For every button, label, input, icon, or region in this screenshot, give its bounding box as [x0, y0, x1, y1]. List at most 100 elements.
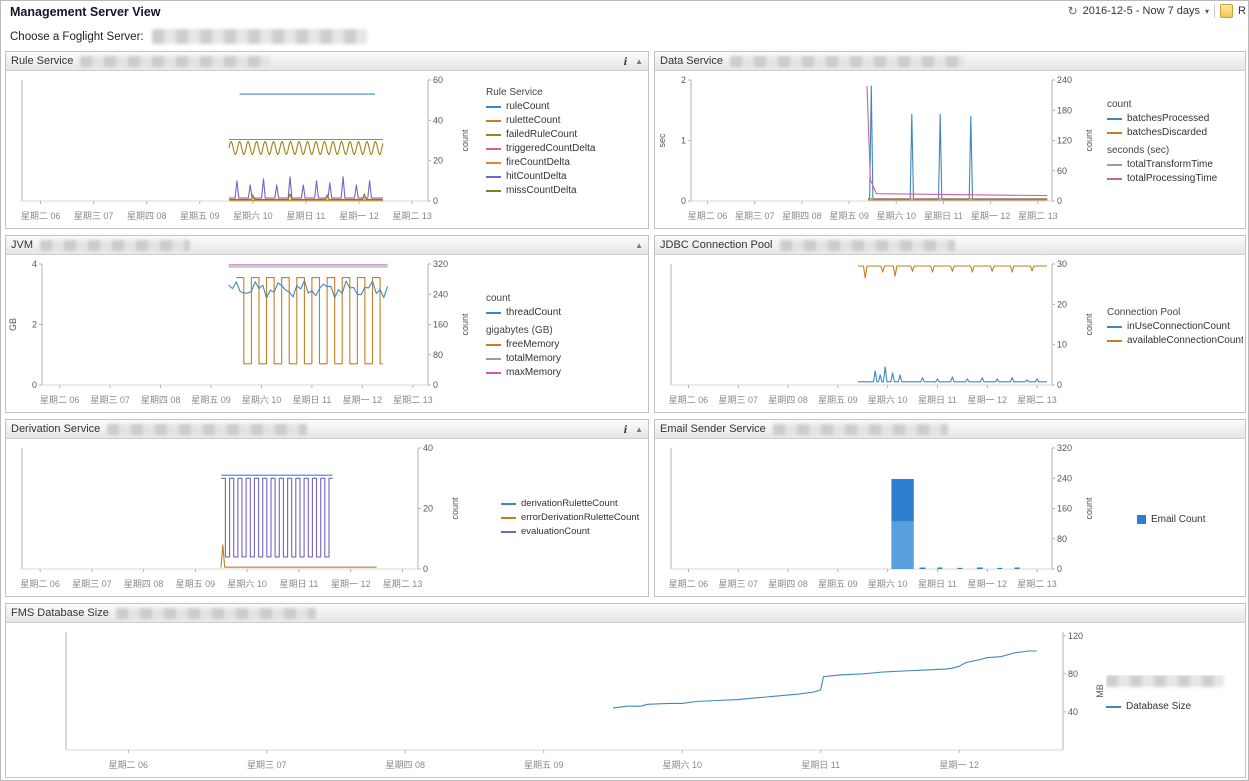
legend-swatch: [486, 147, 501, 150]
svg-text:星期二 06: 星期二 06: [109, 760, 149, 770]
svg-text:0: 0: [433, 196, 438, 206]
legend-item[interactable]: freeMemory: [486, 339, 644, 350]
panel-header[interactable]: JDBC Connection Pool: [655, 236, 1245, 255]
legend-item[interactable]: totalTransformTime: [1107, 159, 1243, 170]
legend-item[interactable]: inUseConnectionCount: [1107, 321, 1243, 332]
data-service-legend: count batchesProcessed batchesDiscarded sec…: [1107, 99, 1243, 187]
svg-text:星期四 08: 星期四 08: [385, 760, 425, 770]
svg-text:星期五 09: 星期五 09: [524, 760, 564, 770]
legend-item[interactable]: derivationRuletteCount: [501, 498, 648, 509]
panel-header[interactable]: Rule Service i ▲: [6, 52, 648, 71]
panel-header[interactable]: FMS Database Size: [6, 604, 1245, 623]
legend-item[interactable]: threadCount: [486, 307, 644, 318]
legend-item[interactable]: maxMemory: [486, 367, 644, 378]
legend-item[interactable]: ruleCount: [486, 101, 644, 112]
server-chooser-row: Choose a Foglight Server:: [10, 29, 367, 44]
svg-text:0: 0: [433, 380, 438, 390]
legend-item[interactable]: errorDerivationRuletteCount: [501, 512, 648, 523]
svg-text:2: 2: [32, 320, 37, 330]
svg-text:240: 240: [1057, 75, 1072, 85]
legend-label: Database Size: [1126, 701, 1192, 712]
panel-fms-database-size: FMS Database Size 星期二 06 星期三 07 星期四 08 星期五 …: [5, 603, 1246, 778]
legend-item[interactable]: ruletteCount: [486, 115, 644, 126]
svg-text:星期五 09: 星期五 09: [818, 395, 858, 405]
collapse-icon[interactable]: ▲: [635, 240, 643, 250]
svg-text:星期四 08: 星期四 08: [768, 579, 808, 589]
redacted-text: [779, 239, 955, 251]
email-sender-chart: 星期二 06 星期三 07 星期四 08 星期五 09 星期六 10 星期日 11 星期一 …: [669, 443, 1094, 589]
legend-item[interactable]: batchesDiscarded: [1107, 127, 1243, 138]
legend-item[interactable]: evaluationCount: [501, 526, 648, 537]
info-icon[interactable]: i: [623, 53, 628, 68]
legend-item[interactable]: Email Count: [1137, 514, 1243, 525]
redacted-text: [729, 55, 965, 67]
collapse-icon[interactable]: ▲: [635, 56, 643, 66]
redacted-text: [772, 423, 948, 435]
time-range-selector[interactable]: 2016-12-5 - Now 7 days: [1082, 5, 1201, 17]
svg-text:0: 0: [1057, 564, 1062, 574]
svg-text:星期六 10: 星期六 10: [868, 394, 908, 405]
jdbc-chart: 星期二 06 星期三 07 星期四 08 星期五 09 星期六 10 星期日 11 星期一 …: [669, 259, 1094, 405]
panel-header[interactable]: Derivation Service i ▲: [6, 420, 648, 439]
svg-text:160: 160: [1057, 504, 1072, 514]
legend-item[interactable]: triggeredCountDelta: [486, 143, 644, 154]
panel-derivation-service: Derivation Service i ▲ 星期二 06 星期三 07 星期四 0…: [5, 419, 649, 597]
svg-text:count: count: [450, 497, 460, 520]
legend-item[interactable]: failedRuleCount: [486, 129, 644, 140]
legend-label: Email Count: [1151, 514, 1206, 525]
svg-text:40: 40: [1068, 707, 1078, 717]
report-icon[interactable]: [1220, 4, 1234, 18]
legend-item[interactable]: availableConnectionCount: [1107, 335, 1243, 346]
panel-title: Email Sender Service: [660, 423, 766, 435]
chevron-down-icon[interactable]: ▾: [1205, 6, 1210, 16]
svg-text:星期三 07: 星期三 07: [718, 579, 758, 589]
legend-item[interactable]: totalProcessingTime: [1107, 173, 1243, 184]
panel-header[interactable]: Email Sender Service: [655, 420, 1245, 439]
legend-label: evaluationCount: [521, 526, 590, 537]
legend-item[interactable]: Database Size: [1106, 701, 1238, 712]
svg-text:180: 180: [1057, 105, 1072, 115]
jvm-chart: 星期二 06 星期三 07 星期四 08 星期五 09 星期六 10 星期日 11 星期一 …: [8, 259, 470, 405]
redacted-text: [1106, 675, 1224, 687]
redacted-text: [107, 423, 308, 435]
panel-header[interactable]: Data Service: [655, 52, 1245, 71]
svg-text:星期二 13: 星期二 13: [1017, 579, 1057, 589]
email-sender-legend: Email Count: [1137, 511, 1243, 528]
legend-item[interactable]: missCountDelta: [486, 185, 644, 196]
topbar-controls: ↻ 2016-12-5 - Now 7 days ▾ R: [1068, 4, 1246, 18]
svg-text:10: 10: [1057, 340, 1067, 350]
svg-text:星期二 06: 星期二 06: [20, 579, 60, 589]
svg-text:星期三 07: 星期三 07: [90, 395, 130, 405]
svg-text:80: 80: [1068, 669, 1078, 679]
svg-text:星期三 07: 星期三 07: [74, 211, 114, 221]
legend-item[interactable]: batchesProcessed: [1107, 113, 1243, 124]
panel-jvm: JVM ▲ 星期二 06 星期三 07 星期四 08 星期五 09 星期六 10 星期日 …: [5, 235, 649, 413]
legend-swatch: [1107, 131, 1122, 134]
svg-text:sec: sec: [657, 133, 667, 148]
legend-item[interactable]: hitCountDelta: [486, 171, 644, 182]
redacted-text: [115, 607, 316, 619]
legend-swatch: [486, 357, 501, 360]
legend-group-header: gigabytes (GB): [486, 325, 553, 336]
svg-text:80: 80: [1057, 534, 1067, 544]
collapse-icon[interactable]: ▲: [635, 424, 643, 434]
reports-link[interactable]: R: [1238, 5, 1246, 17]
svg-text:星期二 06: 星期二 06: [669, 395, 709, 405]
jvm-legend: count threadCount gigabytes (GB) freeMemory…: [486, 293, 644, 381]
info-icon[interactable]: i: [623, 421, 628, 436]
legend-group-header: count: [486, 293, 511, 304]
legend-swatch: [486, 371, 501, 374]
legend-item[interactable]: totalMemory: [486, 353, 644, 364]
legend-label: triggeredCountDelta: [506, 143, 596, 154]
panel-header[interactable]: JVM ▲: [6, 236, 648, 255]
svg-text:40: 40: [433, 115, 443, 125]
rule-service-chart: 星期二 06 星期三 07 星期四 08 星期五 09 星期六 10 星期日 11 星期一 …: [21, 75, 470, 221]
legend-item[interactable]: fireCountDelta: [486, 157, 644, 168]
panel-body: 星期二 06 星期三 07 星期四 08 星期五 09 星期六 10 星期日 11 星期一 …: [6, 439, 648, 596]
svg-text:星期日 11: 星期日 11: [924, 211, 963, 221]
svg-text:240: 240: [1057, 473, 1072, 483]
server-chooser-input[interactable]: [151, 29, 367, 44]
panel-body: 星期二 06 星期三 07 星期四 08 星期五 09 星期六 10 星期日 11 星期一 …: [6, 623, 1245, 777]
svg-text:星期日 11: 星期日 11: [287, 211, 326, 221]
panel-title: Data Service: [660, 55, 723, 67]
